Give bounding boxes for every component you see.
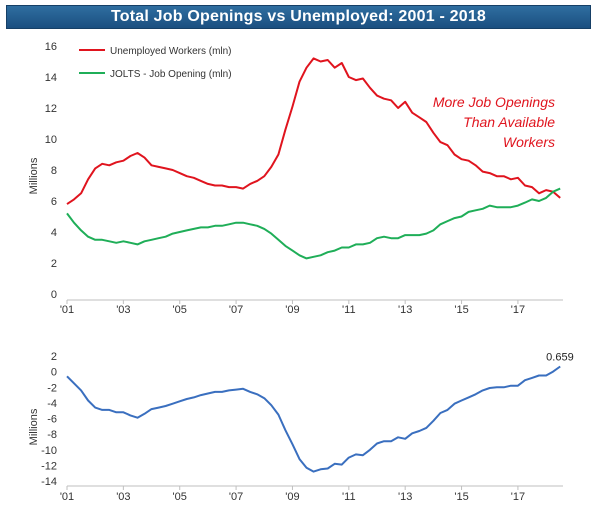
- legend-label-1: JOLTS - Job Opening (mln): [110, 69, 232, 80]
- series-line-0-1: [66, 187, 561, 260]
- series-line-0-0: [66, 57, 561, 205]
- x-tick-label-0: '09: [285, 304, 299, 316]
- x-tick-label-1: '17: [511, 491, 525, 503]
- annotation-line-0: More Job Openings: [433, 94, 555, 110]
- series-line-1-0: [66, 365, 561, 473]
- x-tick-label-1: '03: [116, 491, 130, 503]
- y-tick-label-0: 6: [51, 196, 57, 208]
- x-tick-label-1: '09: [285, 491, 299, 503]
- x-tick-label-1: '15: [454, 491, 468, 503]
- x-tick-label-0: '03: [116, 304, 130, 316]
- y-tick-label-1: -2: [47, 382, 57, 394]
- x-tick-label-1: '11: [342, 491, 356, 503]
- chart-title: Total Job Openings vs Unemployed: 2001 -…: [110, 8, 487, 25]
- chart-title-bar: Total Job Openings vs Unemployed: 2001 -…: [6, 5, 591, 29]
- y-tick-label-0: 10: [45, 134, 57, 146]
- annotation-line-1: Than Available: [463, 114, 555, 130]
- last-value-label: 0.659: [546, 351, 574, 363]
- y-tick-label-0: 16: [45, 41, 57, 53]
- y-tick-label-0: 4: [51, 227, 57, 239]
- x-tick-label-0: '17: [511, 304, 525, 316]
- y-tick-label-0: 2: [51, 258, 57, 270]
- x-tick-label-0: '15: [454, 304, 468, 316]
- x-tick-label-1: '07: [229, 491, 243, 503]
- x-tick-label-1: '13: [398, 491, 412, 503]
- y-tick-label-1: 2: [51, 351, 57, 363]
- y-tick-label-1: -14: [41, 476, 57, 488]
- y-tick-label-1: -6: [47, 414, 57, 426]
- x-tick-label-0: '11: [342, 304, 356, 316]
- x-tick-label-0: '07: [229, 304, 243, 316]
- x-tick-label-0: '05: [173, 304, 187, 316]
- y-tick-label-1: -4: [47, 398, 57, 410]
- legend-label-0: Unemployed Workers (mln): [110, 46, 232, 57]
- y-axis-title-0: Millions: [28, 157, 40, 194]
- y-tick-label-1: -8: [47, 429, 57, 441]
- y-tick-label-0: 14: [45, 72, 57, 84]
- y-tick-label-1: -10: [41, 445, 57, 457]
- x-tick-label-1: '01: [60, 491, 74, 503]
- x-tick-label-0: '01: [60, 304, 74, 316]
- annotation-line-2: Workers: [503, 134, 555, 150]
- y-tick-label-1: 0: [51, 367, 57, 379]
- y-tick-label-0: 0: [51, 289, 57, 301]
- x-tick-label-1: '05: [173, 491, 187, 503]
- y-tick-label-0: 8: [51, 165, 57, 177]
- y-tick-label-1: -12: [41, 460, 57, 472]
- x-tick-label-0: '13: [398, 304, 412, 316]
- y-tick-label-0: 12: [45, 103, 57, 115]
- y-axis-title-1: Millions: [28, 408, 40, 445]
